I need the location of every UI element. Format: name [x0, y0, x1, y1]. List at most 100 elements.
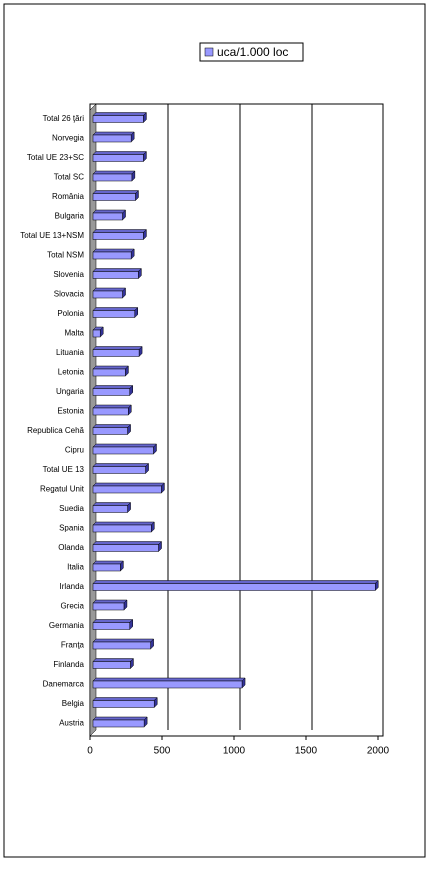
x-tick-label: 1500: [295, 746, 318, 757]
y-tick-label: România: [52, 192, 85, 201]
y-tick-label: Total UE 13: [43, 465, 85, 474]
bar-top: [92, 209, 127, 214]
bar-top: [92, 463, 150, 467]
bar: [92, 407, 129, 416]
bar: [92, 212, 123, 221]
bar-top: [92, 287, 127, 292]
bar-top: [92, 268, 142, 272]
bar: [92, 310, 136, 318]
y-tick-label: Slovacia: [54, 290, 85, 299]
bar: [92, 719, 145, 728]
bar-top: [92, 521, 155, 526]
bar: [92, 173, 133, 182]
x-tick-label: 500: [154, 746, 171, 757]
bar: [92, 524, 152, 533]
legend-swatch: [204, 47, 214, 57]
y-tick-label: Letonia: [58, 368, 85, 377]
bar: [92, 232, 144, 240]
bar: [92, 485, 162, 494]
bar: [92, 349, 140, 357]
bar: [92, 329, 101, 338]
y-tick-label: Norvegia: [52, 134, 85, 143]
bar: [92, 154, 144, 162]
bar-top: [92, 112, 148, 116]
bar-top: [92, 580, 379, 584]
bar-top: [92, 443, 158, 448]
bar: [92, 602, 125, 611]
y-tick-label: Finlanda: [53, 660, 84, 669]
y-tick-label: Ungaria: [56, 387, 85, 396]
bar-top: [92, 638, 155, 643]
bar-top: [92, 385, 134, 389]
bar-top: [92, 502, 132, 506]
bar-top: [92, 541, 163, 545]
bar: [92, 622, 130, 630]
bar: [92, 134, 132, 143]
y-tick-label: Austria: [59, 719, 84, 728]
y-tick-label: Regatul Unit: [40, 485, 85, 494]
bar: [92, 563, 121, 572]
y-tick-label: Belgia: [62, 699, 85, 708]
bar: [92, 115, 144, 123]
bar-top: [92, 482, 166, 487]
bar-top: [92, 131, 135, 136]
y-tick-label: Slovenia: [53, 270, 84, 279]
bar: [92, 290, 123, 299]
bar-top: [92, 560, 124, 565]
y-tick-label: Spania: [59, 524, 84, 533]
bar-top: [92, 658, 135, 662]
y-tick-label: Total UE 13+NSM: [20, 231, 84, 240]
bar-top: [92, 151, 148, 155]
bar: [92, 193, 136, 201]
y-tick-label: Malta: [64, 329, 84, 338]
bar: [92, 583, 376, 591]
legend: [199, 42, 304, 62]
bar-top: [92, 190, 140, 194]
bar: [92, 368, 126, 377]
bar-top: [92, 248, 135, 253]
y-tick-label: Estonia: [57, 407, 84, 416]
bar: [92, 505, 128, 513]
bar-top: [92, 229, 148, 233]
bar: [92, 680, 243, 689]
y-tick-label: Polonia: [57, 309, 84, 318]
y-tick-label: Republica Cehă: [27, 426, 84, 435]
bar: [92, 641, 151, 650]
x-tick-label: 1000: [223, 746, 246, 757]
bar-top: [92, 716, 148, 721]
bar: [92, 271, 139, 279]
bar: [92, 251, 132, 260]
bar-top: [92, 619, 134, 623]
y-tick-label: Total SC: [54, 173, 84, 182]
bar-top: [92, 599, 128, 604]
y-tick-label: Germania: [49, 621, 85, 630]
bar-top: [92, 307, 139, 311]
y-tick-label: Italia: [67, 563, 84, 572]
plot-area: [89, 103, 384, 737]
y-tick-label: Franţa: [61, 641, 85, 650]
x-tick-label: 0: [87, 746, 93, 757]
bar-top: [92, 677, 246, 682]
bar-top: [92, 346, 143, 350]
y-tick-label: Cipru: [65, 446, 84, 455]
y-tick-label: Total NSM: [47, 251, 84, 260]
bar: [92, 427, 128, 435]
y-tick-label: Olanda: [58, 543, 84, 552]
y-tick-label: Total UE 23+SC: [27, 153, 84, 162]
y-tick-label: Bulgaria: [55, 212, 85, 221]
x-tick-label: 2000: [367, 746, 390, 757]
bar: [92, 388, 130, 396]
y-tick-label: Total 26 ţări: [43, 114, 85, 123]
side-wall: [89, 103, 97, 737]
y-tick-label: Suedia: [59, 504, 84, 513]
bar-top: [92, 404, 132, 409]
bar: [92, 661, 131, 669]
bar-top: [92, 170, 136, 175]
bar-top: [92, 365, 130, 370]
bar-top: [92, 697, 158, 701]
y-tick-label: Irlanda: [60, 582, 85, 591]
legend-label: uca/1.000 loc: [217, 45, 288, 59]
y-tick-label: Grecia: [60, 602, 84, 611]
y-tick-label: Lituania: [56, 348, 85, 357]
